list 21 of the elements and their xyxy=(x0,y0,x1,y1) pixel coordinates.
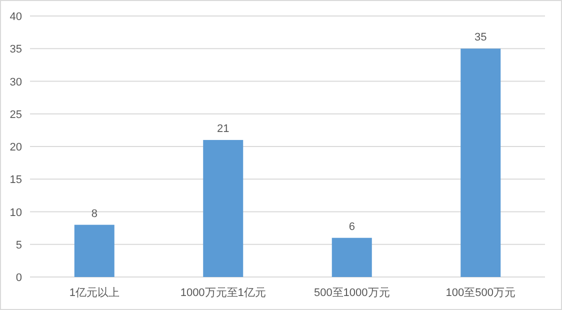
x-tick-label: 1亿元以上 xyxy=(69,286,120,299)
bar xyxy=(74,224,114,277)
bar xyxy=(460,48,501,277)
y-tick-label: 10 xyxy=(10,206,22,219)
y-tick-label: 20 xyxy=(10,142,22,154)
y-tick-label: 30 xyxy=(10,76,22,88)
x-tick-label: 500至1000万元 xyxy=(314,287,390,299)
data-label: 35 xyxy=(474,32,487,44)
data-label: 21 xyxy=(217,122,230,135)
y-tick-label: 35 xyxy=(10,44,22,56)
data-label: 6 xyxy=(348,220,355,233)
data-label: 8 xyxy=(91,208,98,220)
x-tick-label: 100至500万元 xyxy=(446,287,516,299)
bar xyxy=(332,238,372,277)
y-tick-label: 15 xyxy=(10,174,22,186)
y-tick-label: 25 xyxy=(10,108,22,121)
y-tick-label: 40 xyxy=(10,11,22,23)
x-tick-label: 1000万元至1亿元 xyxy=(180,287,266,299)
y-tick-label: 5 xyxy=(16,239,22,252)
bar xyxy=(203,140,244,277)
y-tick-label: 0 xyxy=(16,272,22,284)
